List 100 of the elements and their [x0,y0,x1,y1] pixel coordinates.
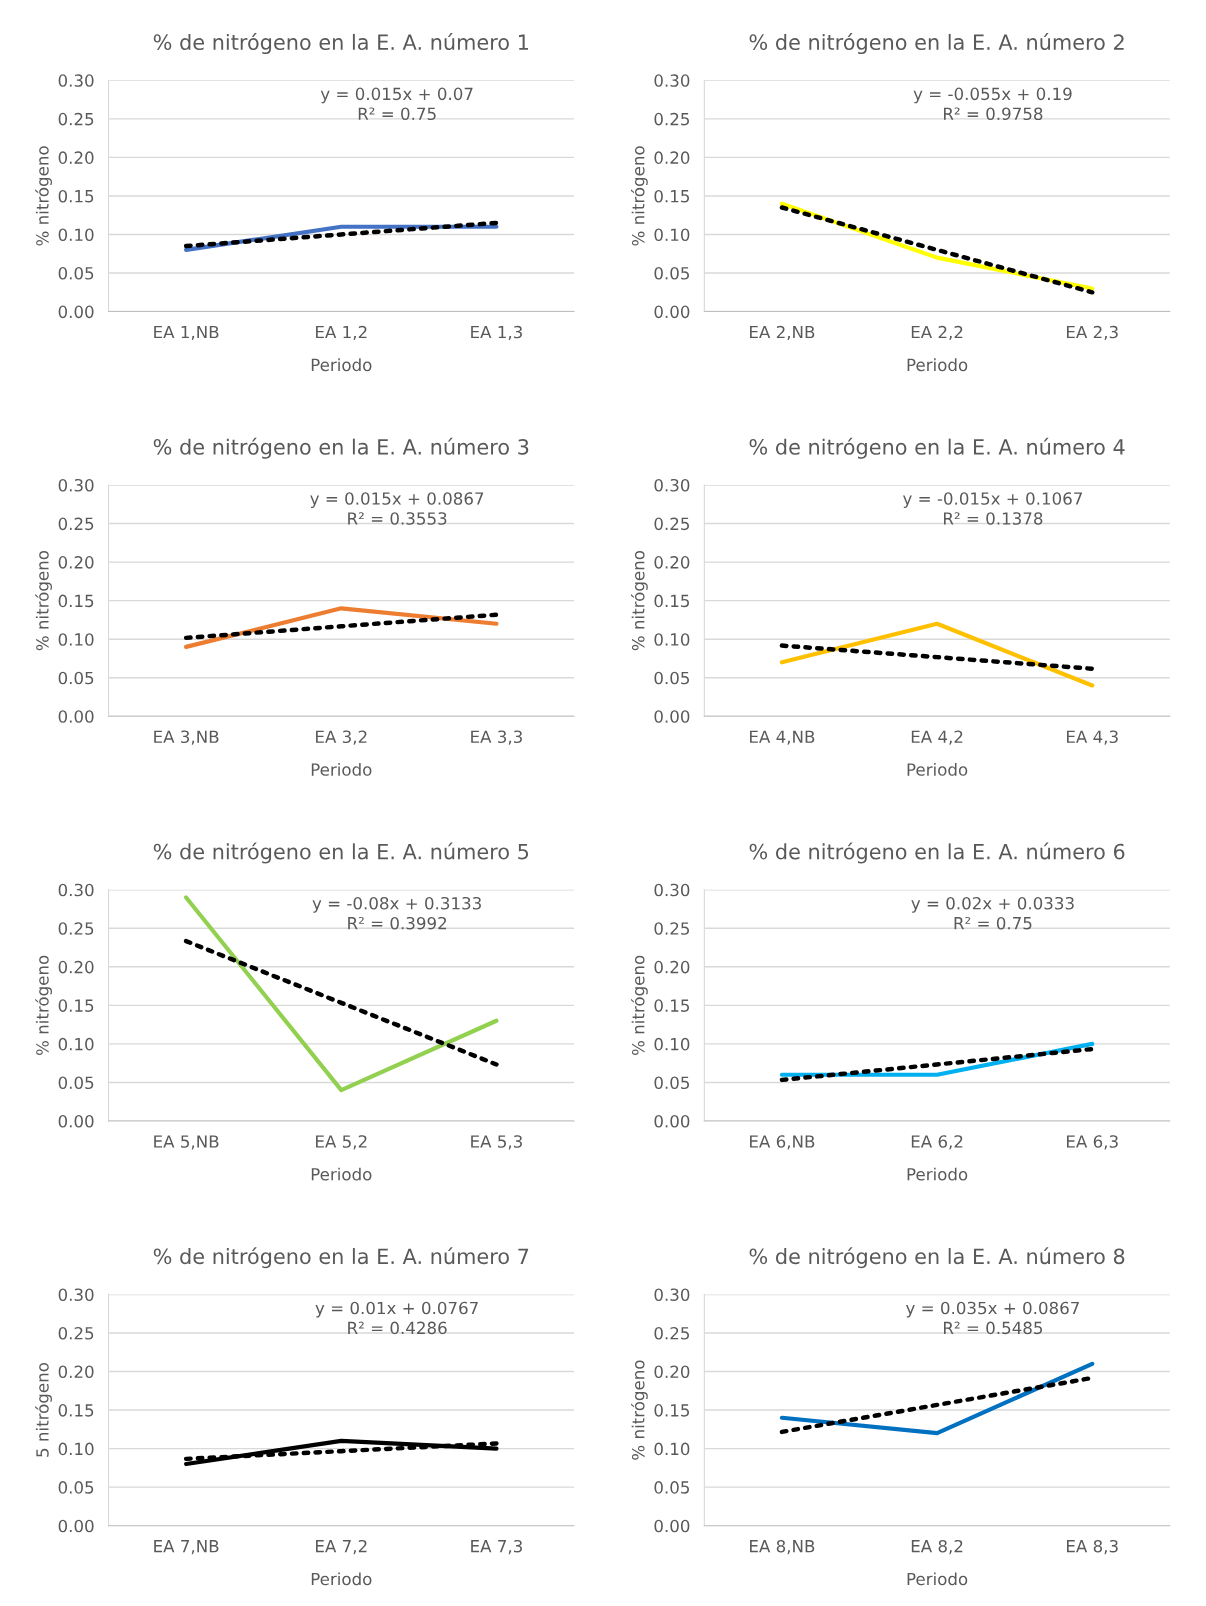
x-tick-label: EA 6,2 [911,1135,963,1150]
y-tick-label: 0.25 [654,1326,689,1340]
x-tick-label: EA 7,3 [471,1539,522,1555]
y-tick-label: 0.00 [58,710,94,723]
y-tick-label: 0.30 [654,883,690,897]
y-tick-label: 0.30 [58,478,94,492]
annotation: y = -0.055x + 0.19 R² = 0.9758 [913,87,1072,121]
y-tick-label: 0.30 [58,883,94,897]
annotation: y = 0.02x + 0.0333 R² = 0.75 [911,896,1074,930]
x-tick-label: EA 6,NB [750,1135,815,1150]
y-tick-label: 0.30 [58,1288,94,1302]
y-tick-label: 0.25 [654,517,689,531]
y-axis-title: % nitrógeno [35,146,52,246]
y-tick-label: 0.05 [58,266,94,280]
x-tick-label: EA 2,2 [911,325,963,341]
x-tick-label: EA 5,3 [471,1135,522,1150]
x-axis-title: Periodo [311,1167,372,1181]
annotation: y = -0.015x + 0.1067 R² = 0.1378 [902,492,1082,525]
x-tick-label: EA 4,NB [750,730,815,745]
y-tick-label: 0.15 [58,1404,94,1417]
chart-title: % de nitrógeno en la E. A. número 4 [749,437,1125,459]
x-axis-title: Periodo [907,358,968,372]
y-tick-label: 0.25 [58,112,94,126]
y-tick-label: 0.25 [58,922,94,935]
x-axis-title: Periodo [311,1572,372,1586]
y-axis-title: % nitrógeno [631,146,648,246]
x-axis-title: Periodo [907,1167,968,1181]
y-tick-label: 0.00 [654,1519,690,1533]
y-axis-title: % nitrógeno [35,550,52,651]
y-tick-label: 0.05 [654,1076,689,1090]
annotation: y = 0.035x + 0.0867 R² = 0.5485 [906,1301,1079,1335]
y-tick-label: 0.20 [58,556,94,569]
y-tick-label: 0.05 [654,671,689,685]
x-tick-label: EA 2,3 [1067,325,1118,341]
y-tick-label: 0.20 [58,960,94,974]
annotation: y = 0.015x + 0.07 R² = 0.75 [320,87,473,121]
y-tick-label: 0.30 [58,74,94,87]
y-axis-title: % nitrógeno [631,955,648,1055]
x-tick-label: EA 3,3 [471,730,522,745]
y-tick-label: 0.30 [654,478,690,492]
x-tick-label: EA 8,2 [911,1539,963,1555]
x-tick-label: EA 6,3 [1067,1135,1118,1150]
x-tick-label: EA 1,3 [471,325,522,341]
y-tick-label: 0.15 [654,189,689,203]
x-tick-label: EA 5,NB [154,1135,219,1150]
y-tick-label: 0.05 [654,1481,689,1494]
x-tick-label: EA 5,2 [316,1135,367,1150]
y-tick-label: 0.20 [654,1365,690,1379]
x-axis-title: Periodo [907,1572,968,1586]
x-tick-label: EA 8,NB [750,1539,815,1555]
y-tick-label: 0.15 [58,999,94,1012]
y-tick-label: 0.30 [654,74,690,87]
chart-title: % de nitrógeno en la E. A. número 7 [153,1247,529,1269]
y-tick-label: 0.05 [58,1076,94,1090]
y-tick-label: 0.10 [58,228,94,242]
y-tick-label: 0.10 [654,633,690,646]
y-tick-label: 0.00 [58,305,94,319]
y-tick-label: 0.10 [654,1442,690,1456]
chart-title: % de nitrógeno en la E. A. número 5 [153,842,529,864]
y-tick-label: 0.00 [654,710,690,723]
y-tick-label: 0.15 [58,594,94,608]
y-tick-label: 0.10 [58,1037,94,1051]
x-tick-label: EA 4,2 [911,730,963,745]
y-tick-label: 0.00 [654,1114,690,1128]
x-tick-label: EA 2,NB [750,325,815,341]
y-axis-title: % nitrógeno [631,550,648,651]
x-axis-title: Periodo [311,358,372,372]
y-tick-label: 0.15 [58,189,94,203]
x-tick-label: EA 8,3 [1067,1539,1118,1555]
y-tick-label: 0.10 [58,1442,94,1456]
annotation: y = 0.015x + 0.0867 R² = 0.3553 [310,492,484,525]
x-tick-label: EA 3,NB [154,730,219,745]
annotation: y = 0.01x + 0.0767 R² = 0.4286 [315,1301,478,1335]
y-axis-title: 5 nitrógeno [35,1363,52,1457]
x-axis-title: Periodo [907,762,968,776]
y-tick-label: 0.30 [654,1288,690,1302]
y-tick-label: 0.00 [654,305,690,319]
y-tick-label: 0.10 [58,633,94,646]
chart-title: % de nitrógeno en la E. A. número 3 [153,437,529,459]
y-tick-label: 0.00 [58,1519,94,1533]
y-tick-label: 0.25 [654,112,689,126]
x-tick-label: EA 7,2 [316,1539,367,1555]
y-axis-title: % nitrógeno [35,955,52,1055]
y-tick-label: 0.05 [654,266,689,280]
y-tick-label: 0.05 [58,671,94,685]
y-tick-label: 0.15 [654,594,689,608]
y-tick-label: 0.20 [654,556,690,569]
y-tick-label: 0.10 [654,1037,690,1051]
y-tick-label: 0.15 [654,999,689,1012]
chart-title: % de nitrógeno en la E. A. número 1 [153,33,529,55]
y-tick-label: 0.05 [58,1481,94,1494]
y-tick-label: 0.20 [58,151,94,164]
chart-title: % de nitrógeno en la E. A. número 2 [749,33,1124,55]
y-tick-label: 0.20 [654,960,690,974]
y-tick-label: 0.20 [58,1365,94,1379]
annotation: y = -0.08x + 0.3133 R² = 0.3992 [312,896,481,930]
y-axis-title: % nitrógeno [631,1360,648,1460]
x-tick-label: EA 3,2 [316,730,367,745]
chart-title: % de nitrógeno en la E. A. número 6 [749,842,1125,864]
y-tick-label: 0.25 [58,517,94,531]
